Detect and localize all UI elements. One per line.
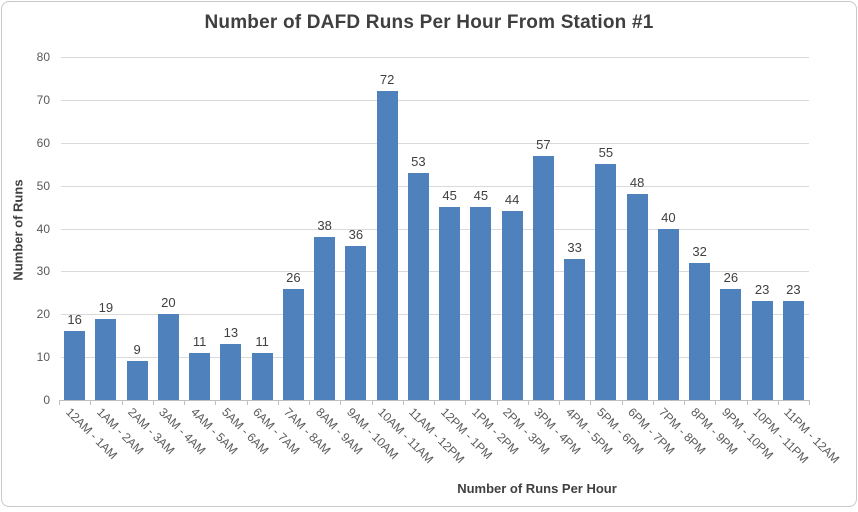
bar — [782, 301, 804, 400]
x-axis-tick — [340, 401, 342, 405]
bar-value-label: 33 — [567, 239, 582, 255]
x-axis-line — [59, 400, 810, 401]
bar — [157, 314, 179, 400]
bar — [470, 207, 492, 400]
gridline — [61, 99, 809, 101]
bar-value-label: 40 — [661, 209, 676, 225]
x-axis-tick — [715, 401, 717, 405]
x-axis-tick — [215, 401, 217, 405]
x-axis-tick — [434, 401, 435, 405]
bar-value-label: 26 — [723, 269, 739, 285]
y-tick-label: 20 — [36, 307, 50, 322]
gridline — [61, 228, 809, 230]
bar — [220, 344, 242, 400]
bar-value-label: 53 — [411, 153, 426, 169]
x-axis-tick — [809, 401, 810, 405]
bar-value-label: 20 — [161, 295, 176, 311]
bar-value-label: 57 — [536, 136, 551, 152]
x-axis-tick — [684, 401, 685, 405]
bar-value-label: 11 — [192, 333, 207, 349]
gridline — [61, 357, 809, 359]
y-tick-label: 40 — [36, 221, 50, 236]
x-axis-tick — [465, 401, 467, 405]
bar-value-label: 38 — [317, 218, 332, 234]
x-axis-tick — [652, 401, 654, 405]
gridline — [61, 57, 809, 58]
x-axis-tick — [402, 401, 404, 405]
bar-value-label: 19 — [98, 299, 114, 315]
bar — [95, 318, 117, 400]
x-axis-tick — [152, 401, 154, 405]
bar — [126, 361, 148, 400]
x-axis-tick — [246, 401, 248, 405]
chart-title: Number of DAFD Runs Per Hour From Statio… — [204, 12, 654, 33]
x-axis-title: Number of Runs Per Hour — [457, 481, 617, 496]
bar — [657, 228, 679, 400]
x-axis-tick — [621, 401, 623, 405]
x-axis-tick — [371, 401, 373, 405]
bar — [532, 155, 554, 400]
gridline — [61, 142, 809, 144]
x-axis-tick — [59, 401, 60, 405]
y-tick-label: 10 — [36, 350, 50, 365]
bar-value-label: 9 — [133, 342, 141, 358]
x-axis-tick — [527, 401, 529, 405]
x-axis-tick — [746, 401, 748, 405]
bar — [314, 237, 336, 400]
gridline — [61, 271, 809, 273]
bar — [720, 288, 742, 400]
bar — [345, 245, 367, 400]
y-tick-label: 50 — [36, 178, 50, 193]
bar — [595, 164, 617, 400]
x-axis-tick — [309, 401, 310, 405]
bar-value-label: 13 — [223, 325, 239, 341]
bar — [564, 258, 586, 400]
gridline — [61, 185, 809, 187]
gridline — [61, 314, 809, 316]
bar-value-label: 11 — [255, 333, 269, 349]
x-axis-tick — [277, 401, 279, 405]
y-tick-label: 30 — [36, 264, 50, 279]
bar — [439, 207, 461, 400]
bar — [501, 211, 523, 400]
bar-value-label: 23 — [786, 282, 801, 298]
bar — [751, 301, 773, 400]
bar-value-label: 55 — [598, 145, 614, 161]
bar-value-label: 45 — [473, 188, 489, 204]
x-axis-tick — [777, 401, 779, 405]
bar — [689, 262, 711, 400]
x-axis-tick — [559, 401, 560, 405]
x-axis-tick — [496, 401, 498, 405]
y-tick-label: 60 — [36, 135, 50, 150]
bar — [407, 172, 429, 400]
bar — [189, 352, 211, 400]
bar-value-label: 72 — [379, 72, 395, 88]
bar-value-label: 32 — [692, 243, 707, 259]
bar-value-label: 23 — [754, 282, 770, 298]
bar-value-label: 36 — [348, 226, 364, 242]
bar-value-label: 26 — [286, 269, 301, 285]
x-axis-tick — [121, 401, 123, 405]
bar-value-label: 45 — [442, 188, 457, 204]
bar — [282, 288, 304, 400]
y-tick-label: 80 — [36, 50, 50, 64]
bar — [251, 352, 273, 400]
bar — [64, 331, 86, 400]
x-axis-tick — [184, 401, 185, 405]
y-tick-label: 70 — [36, 92, 50, 107]
y-tick-label: 0 — [43, 393, 50, 407]
bar — [376, 91, 398, 400]
bar — [626, 194, 648, 400]
bar-value-label: 48 — [629, 175, 645, 191]
x-axis-tick — [590, 401, 592, 405]
x-axis-tick — [90, 401, 92, 405]
bar-value-label: 16 — [67, 312, 82, 328]
bar-value-label: 44 — [504, 192, 520, 208]
